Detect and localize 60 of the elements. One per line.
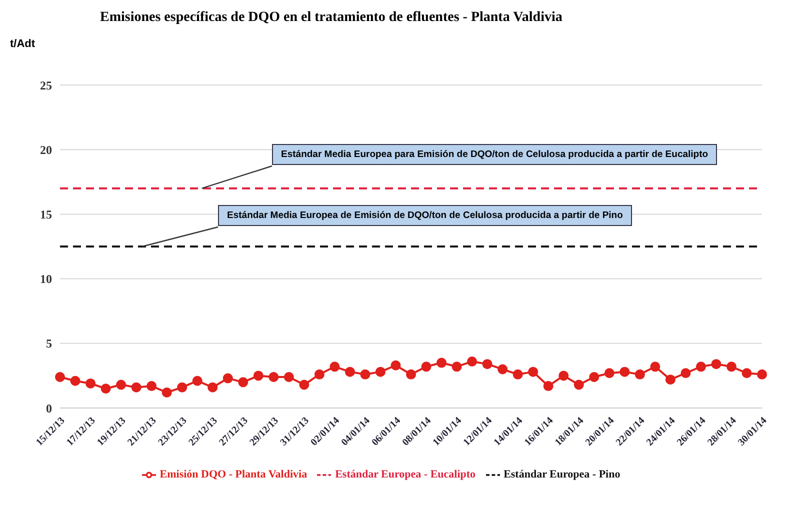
point	[268, 372, 279, 382]
point	[284, 372, 294, 382]
point	[131, 382, 142, 392]
y-tick-label: 25	[40, 78, 52, 92]
legend-label: Emisión DQO - Planta Valdivia	[160, 468, 308, 481]
point	[482, 359, 492, 370]
point	[70, 376, 80, 386]
point	[116, 380, 126, 390]
y-tick-label: 10	[40, 272, 52, 286]
point	[375, 366, 386, 377]
point	[314, 369, 324, 380]
point	[146, 381, 157, 392]
y-tick-label: 15	[40, 207, 52, 222]
legend-label: Estándar Europea - Pino	[504, 468, 620, 481]
point	[208, 382, 218, 392]
point	[589, 372, 600, 382]
y-tick-label: 20	[40, 142, 52, 157]
point	[574, 380, 584, 390]
point	[238, 377, 248, 388]
point	[55, 372, 65, 382]
point	[390, 360, 401, 370]
point	[680, 368, 691, 378]
point	[253, 370, 264, 381]
point	[192, 376, 202, 386]
point	[406, 369, 416, 380]
point	[726, 362, 736, 372]
point	[452, 362, 462, 372]
point	[558, 370, 569, 381]
point	[634, 369, 645, 380]
chart-title: Emisiones específicas de DQO en el tratamiento de efluentes - Planta Valdivia	[100, 10, 562, 26]
legend-label: Estándar Europea - Eucalipto	[335, 468, 476, 481]
point	[360, 369, 370, 380]
point	[696, 362, 706, 372]
point	[620, 366, 630, 377]
annotation: Estándar Media Europea de Emisión de DQO/ton de Celulosa producida a partir de Pino	[218, 205, 632, 226]
point	[650, 362, 660, 372]
point	[222, 373, 233, 384]
point	[86, 378, 96, 388]
point	[299, 380, 310, 390]
point	[330, 362, 340, 372]
point	[528, 366, 538, 377]
point	[421, 362, 432, 372]
point	[742, 368, 752, 378]
point	[467, 356, 478, 366]
point	[436, 358, 447, 368]
point	[665, 374, 676, 385]
point	[100, 384, 111, 394]
point	[711, 359, 722, 370]
point	[498, 364, 508, 374]
point	[543, 381, 554, 392]
point	[162, 387, 172, 398]
point	[177, 382, 188, 392]
annotation: Estándar Media Europea para Emisión de DQO/ton de Celulosa producida a partir de Eucalipto	[272, 144, 718, 165]
point	[344, 366, 355, 377]
y-tick-label: 0	[46, 401, 52, 416]
point	[757, 369, 767, 380]
y-tick-label: 5	[46, 336, 52, 351]
y-axis-title: t/Adt	[10, 38, 36, 50]
point	[512, 369, 523, 380]
point	[604, 368, 614, 378]
